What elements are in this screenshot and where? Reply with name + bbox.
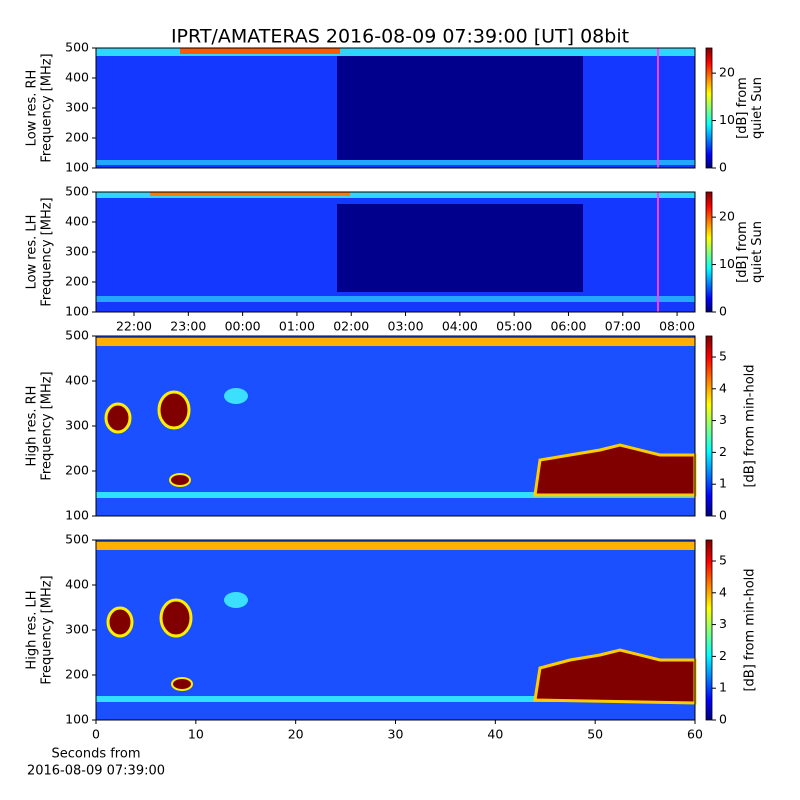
- x-tick-label: 05:00: [496, 319, 532, 334]
- colorbar-tick-label: 1: [719, 680, 727, 695]
- y-tick-label: 100: [65, 160, 89, 175]
- x-tick-label: 23:00: [170, 319, 206, 334]
- y-axis-label: High res. LH: [25, 590, 40, 669]
- colorbar-tick-label: 20: [719, 209, 735, 224]
- x-axis-label: Seconds from: [51, 747, 140, 762]
- y-tick-label: 400: [65, 577, 89, 592]
- colorbar-tick-label: 2: [719, 444, 727, 459]
- y-tick-label: 200: [65, 667, 89, 682]
- y-axis-label: High res. RH: [25, 386, 40, 467]
- y-tick-label: 500: [65, 40, 89, 55]
- y-axis-label: Low res. LH: [25, 215, 40, 290]
- y-tick-label: 300: [65, 244, 89, 259]
- colorbar-label: [dB] from: [735, 221, 750, 283]
- x-tick-label: 03:00: [388, 319, 424, 334]
- colorbar-label: quiet Sun: [750, 77, 765, 139]
- y-tick-label: 100: [65, 508, 89, 523]
- y-axis-label: Frequency [MHz]: [40, 371, 55, 480]
- spectrogram-image: [96, 48, 697, 720]
- colorbar: [705, 335, 713, 517]
- x-tick-label: 08:00: [659, 319, 695, 334]
- x-tick-label: 50: [587, 727, 603, 742]
- colorbar-label: [dB] from: [735, 77, 750, 139]
- y-tick-label: 400: [65, 70, 89, 85]
- x-tick-label: 06:00: [550, 319, 586, 334]
- colorbar: [705, 47, 713, 169]
- y-tick-label: 100: [65, 304, 89, 319]
- colorbar-tick-label: 4: [719, 584, 727, 599]
- colorbar-label: quiet Sun: [750, 221, 765, 283]
- y-tick-label: 100: [65, 712, 89, 727]
- colorbar-tick-label: 0: [719, 304, 727, 319]
- colorbar-tick-label: 2: [719, 648, 727, 663]
- colorbar-tick-label: 5: [719, 348, 727, 363]
- y-tick-label: 500: [65, 328, 89, 343]
- colorbar-label: [dB] from min-hold: [743, 364, 758, 487]
- y-tick-label: 500: [65, 184, 89, 199]
- title: IPRT/AMATERAS 2016-08-09 07:39:00 [UT] 0…: [171, 26, 629, 48]
- x-tick-label: 0: [92, 727, 100, 742]
- x-tick-label: 10: [188, 727, 204, 742]
- x-tick-label: 01:00: [279, 319, 315, 334]
- colorbar-tick-label: 5: [719, 552, 727, 567]
- colorbar: [705, 539, 713, 721]
- colorbar: [705, 191, 713, 313]
- x-tick-label: 20: [288, 727, 304, 742]
- y-axis-label: Low res. RH: [25, 70, 40, 147]
- x-tick-label: 04:00: [442, 319, 478, 334]
- x-tick-label: 40: [487, 727, 503, 742]
- y-tick-label: 200: [65, 274, 89, 289]
- y-tick-label: 500: [65, 532, 89, 547]
- x-tick-label: 00:00: [225, 319, 261, 334]
- y-axis-label: Frequency [MHz]: [40, 197, 55, 306]
- colorbar-tick-label: 0: [719, 712, 727, 727]
- y-tick-label: 200: [65, 130, 89, 145]
- x-tick-label: 02:00: [333, 319, 369, 334]
- y-tick-label: 400: [65, 373, 89, 388]
- x-axis-label: 2016-08-09 07:39:00: [27, 764, 165, 779]
- x-tick-label: 07:00: [605, 319, 641, 334]
- colorbar-tick-label: 4: [719, 380, 727, 395]
- x-tick-label: 22:00: [116, 319, 152, 334]
- colorbar-tick-label: 0: [719, 160, 727, 175]
- colorbar-tick-label: 0: [719, 508, 727, 523]
- colorbar-tick-label: 1: [719, 476, 727, 491]
- y-tick-label: 200: [65, 463, 89, 478]
- colorbar-tick-label: 20: [719, 65, 735, 80]
- colorbar-label: [dB] from min-hold: [743, 568, 758, 691]
- y-axis-label: Frequency [MHz]: [40, 53, 55, 162]
- x-tick-label: 30: [388, 727, 404, 742]
- colorbar-tick-label: 3: [719, 616, 727, 631]
- colorbar-tick-label: 10: [719, 256, 735, 271]
- y-tick-label: 300: [65, 100, 89, 115]
- colorbar-tick-label: 3: [719, 412, 727, 427]
- y-tick-label: 400: [65, 214, 89, 229]
- y-tick-label: 300: [65, 622, 89, 637]
- y-tick-label: 300: [65, 418, 89, 433]
- x-tick-label: 60: [687, 727, 703, 742]
- colorbar-tick-label: 10: [719, 112, 735, 127]
- y-axis-label: Frequency [MHz]: [40, 575, 55, 684]
